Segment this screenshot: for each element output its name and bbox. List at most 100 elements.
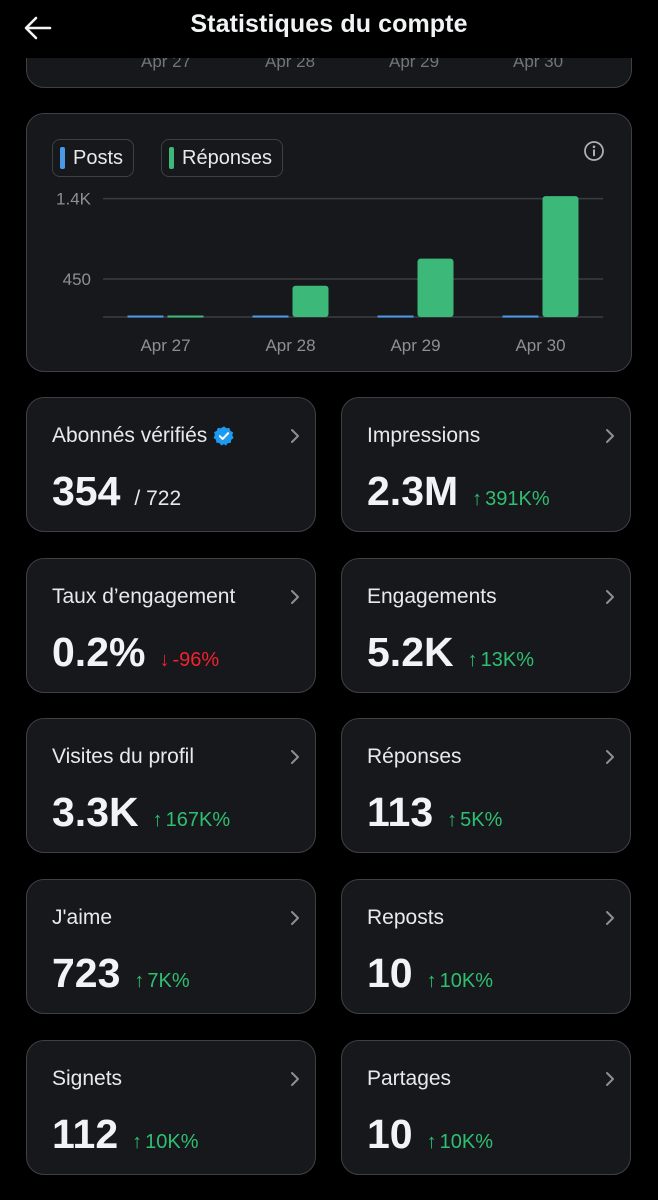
stat-value: 10 [367, 1111, 413, 1157]
stat-change-value: 10K% [145, 1131, 199, 1153]
stat-label-text: Impressions [367, 424, 481, 447]
arrow-left-icon [24, 16, 52, 40]
info-icon[interactable] [583, 140, 605, 162]
stat-change: ↑ 5K% [447, 809, 502, 832]
stat-value: 3.3K [52, 789, 139, 835]
stat-value: 10 [367, 950, 413, 996]
stat-value: 112 [52, 1111, 119, 1157]
back-button[interactable] [18, 8, 58, 48]
bar-posts [502, 315, 539, 318]
stat-change: ↑ 13K% [468, 649, 534, 672]
stat-value-row: 113 ↑ 5K% [367, 789, 502, 836]
stat-value: 354 [52, 468, 121, 514]
chevron-right-icon [291, 590, 299, 604]
y-tick-label: 450 [63, 270, 91, 289]
stat-card-bookmarks[interactable]: Signets 112 ↑ 10K% [26, 1040, 316, 1175]
chevron-right-icon [291, 911, 299, 925]
stat-value: 723 [52, 950, 121, 996]
arrow-up-icon: ↑ [426, 1131, 437, 1153]
stat-label: Partages [367, 1067, 451, 1091]
stat-total: / 722 [134, 487, 182, 510]
stat-change: ↑ 10K% [132, 1131, 198, 1154]
stat-label: Abonnés vérifiés [52, 424, 235, 448]
stat-label: Taux d’engagement [52, 585, 235, 609]
stat-change-value: 391K% [485, 488, 550, 510]
stat-change-value: 167K% [165, 809, 231, 831]
bar-replies [542, 196, 579, 317]
stat-value-row: 10 ↑ 10K% [367, 950, 493, 997]
chevron-right-icon [291, 1072, 299, 1086]
verified-badge-icon [213, 426, 234, 446]
stat-card-engagements[interactable]: Engagements 5.2K ↑ 13K% [341, 558, 631, 693]
legend-replies-swatch [169, 147, 174, 169]
stat-change-value: 7K% [147, 970, 190, 992]
chevron-right-icon [606, 429, 614, 443]
stat-label-text: Taux d’engagement [52, 585, 236, 608]
stat-card-likes[interactable]: J'aime 723 ↑ 7K% [26, 879, 316, 1014]
stat-change: ↑ 10K% [427, 970, 493, 993]
stat-value-row: 5.2K ↑ 13K% [367, 629, 534, 676]
stat-label: Impressions [367, 424, 480, 448]
page-title: Statistiques du compte [190, 10, 468, 38]
stat-label-text: Réponses [367, 745, 462, 768]
bar-replies [292, 285, 329, 317]
legend-replies-label: Réponses [182, 146, 273, 169]
chevron-right-icon [606, 911, 614, 925]
arrow-up-icon: ↑ [467, 649, 478, 671]
arrow-up-icon: ↑ [134, 970, 145, 992]
legend-posts-label: Posts [73, 146, 124, 169]
stat-label: J'aime [52, 906, 112, 930]
header: Statistiques du compte [0, 0, 658, 58]
stat-value: 0.2% [52, 629, 146, 675]
stat-change-value: 10K% [439, 970, 493, 992]
stat-value-row: 112 ↑ 10K% [52, 1111, 199, 1158]
stat-value: 113 [367, 789, 434, 835]
stat-label-text: Visites du profil [52, 745, 195, 768]
stat-change-value: -96% [172, 649, 220, 671]
legend-replies[interactable]: Réponses [161, 139, 284, 177]
bar-replies [167, 315, 204, 318]
arrow-up-icon: ↑ [152, 809, 163, 831]
arrow-up-icon: ↑ [132, 1131, 143, 1153]
chevron-right-icon [606, 590, 614, 604]
stat-change: ↑ 7K% [134, 970, 189, 993]
stat-label-text: Abonnés vérifiés [52, 424, 208, 447]
stat-value: 2.3M [367, 468, 459, 514]
stat-label: Reposts [367, 906, 444, 930]
activity-chart-card: Posts Réponses 450 1.4K Apr 27 Apr 28 Apr 29… [26, 113, 632, 372]
x-tick-label: Apr 28 [265, 336, 315, 355]
stat-label-text: Partages [367, 1067, 452, 1090]
chevron-right-icon [606, 1072, 614, 1086]
legend-posts[interactable]: Posts [52, 139, 135, 177]
arrow-up-icon: ↑ [447, 809, 458, 831]
stat-label: Visites du profil [52, 745, 194, 769]
stat-value-row: 354 / 722 [52, 468, 181, 515]
stat-change: ↓ -96% [159, 649, 219, 672]
stat-change-value: 13K% [480, 649, 534, 671]
stat-value-row: 0.2% ↓ -96% [52, 629, 219, 676]
x-tick-label: Apr 27 [140, 336, 190, 355]
bar-replies [417, 258, 454, 317]
legend-posts-swatch [60, 147, 65, 169]
chevron-right-icon [291, 750, 299, 764]
y-tick-label: 1.4K [56, 190, 92, 209]
stat-label-text: Signets [52, 1067, 123, 1090]
x-tick-label: Apr 30 [515, 336, 565, 355]
bar-posts [127, 315, 164, 318]
bar-chart: 450 1.4K Apr 27 Apr 28 Apr 29 Apr 30 [56, 190, 603, 355]
stat-value-row: 723 ↑ 7K% [52, 950, 190, 997]
stat-card-shares[interactable]: Partages 10 ↑ 10K% [341, 1040, 631, 1175]
bar-posts [377, 315, 414, 318]
arrow-down-icon: ↓ [159, 649, 170, 671]
stat-change: ↑ 10K% [427, 1131, 493, 1154]
stat-label: Signets [52, 1067, 122, 1091]
stat-card-profile-visits[interactable]: Visites du profil 3.3K ↑ 167K% [26, 718, 316, 853]
stat-card-reposts[interactable]: Reposts 10 ↑ 10K% [341, 879, 631, 1014]
stat-card-engagement-rate[interactable]: Taux d’engagement 0.2% ↓ -96% [26, 558, 316, 693]
stat-card-replies[interactable]: Réponses 113 ↑ 5K% [341, 718, 631, 853]
chevron-right-icon [291, 429, 299, 443]
stat-value-row: 3.3K ↑ 167K% [52, 789, 230, 836]
stat-card-verified-followers[interactable]: Abonnés vérifiés 354 / 722 [26, 397, 316, 532]
stat-card-impressions[interactable]: Impressions 2.3M ↑ 391K% [341, 397, 631, 532]
stat-label: Réponses [367, 745, 462, 769]
